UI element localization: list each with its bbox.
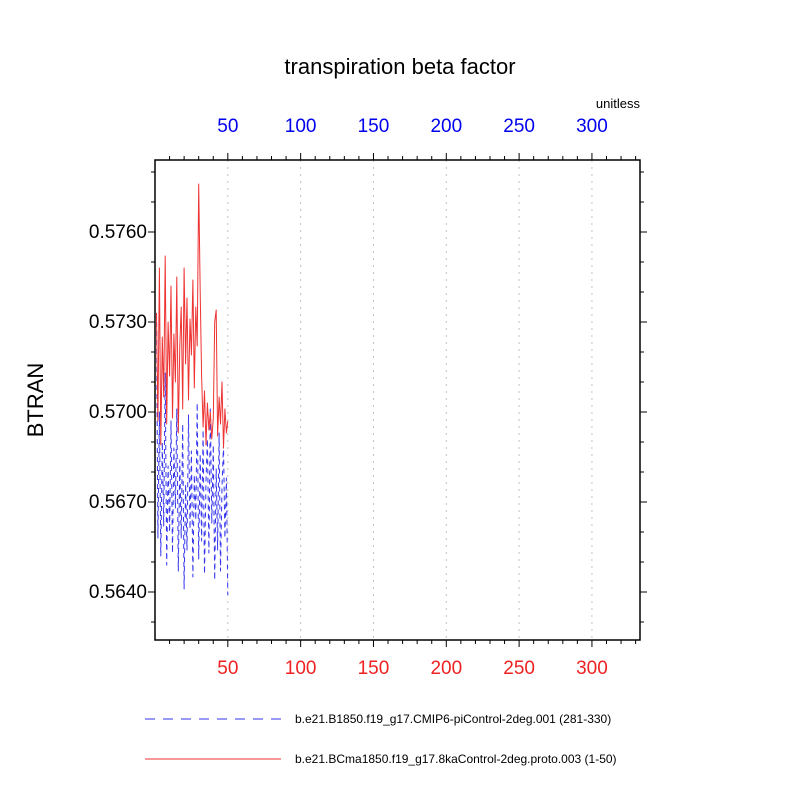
top-tick-label: 150 <box>358 116 390 137</box>
bottom-tick-label: 100 <box>285 658 317 679</box>
top-tick-label: 200 <box>430 116 462 137</box>
bottom-tick-label: 150 <box>358 658 390 679</box>
bottom-tick-label: 50 <box>217 658 238 679</box>
top-tick-label: 100 <box>285 116 317 137</box>
series-line-2 <box>156 183 229 449</box>
series-line-1 <box>156 312 229 596</box>
top-tick-label: 50 <box>217 116 238 137</box>
y-tick-label: 0.5670 <box>89 492 147 513</box>
bottom-tick-label: 250 <box>503 658 535 679</box>
plot-frame <box>154 159 641 641</box>
chart-title: transpiration beta factor <box>284 54 516 79</box>
y-tick-label: 0.5760 <box>89 222 147 243</box>
units-label: unitless <box>595 96 640 111</box>
top-tick-label: 300 <box>576 116 608 137</box>
top-tick-label: 250 <box>503 116 535 137</box>
bottom-tick-label: 300 <box>576 658 608 679</box>
y-tick-label: 0.5640 <box>89 582 147 603</box>
y-tick-label: 0.5700 <box>89 402 147 423</box>
legend-label-series1: b.e21.B1850.f19_g17.CMIP6-piControl-2deg… <box>295 712 612 726</box>
legend-label-series2: b.e21.BCma1850.f19_g17.8kaControl-2deg.p… <box>295 752 617 766</box>
y-tick-label: 0.5730 <box>89 312 147 333</box>
bottom-tick-label: 200 <box>430 658 462 679</box>
